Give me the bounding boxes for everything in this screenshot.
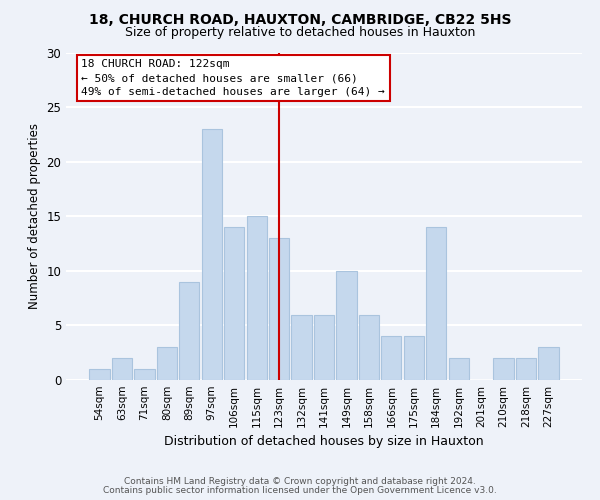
Text: 18 CHURCH ROAD: 122sqm
← 50% of detached houses are smaller (66)
49% of semi-det: 18 CHURCH ROAD: 122sqm ← 50% of detached… [82,59,385,97]
Bar [292,314,311,380]
Bar [359,314,379,380]
Text: Contains public sector information licensed under the Open Government Licence v3: Contains public sector information licen… [103,486,497,495]
Bar [179,282,199,380]
X-axis label: Distribution of detached houses by size in Hauxton: Distribution of detached houses by size … [164,436,484,448]
Bar [381,336,401,380]
Text: Size of property relative to detached houses in Hauxton: Size of property relative to detached ho… [125,26,475,39]
Bar [157,347,177,380]
Bar [224,227,244,380]
Bar [134,369,155,380]
Bar [538,347,559,380]
Bar [314,314,334,380]
Bar [89,369,110,380]
Bar [516,358,536,380]
Bar [337,271,356,380]
Y-axis label: Number of detached properties: Number of detached properties [28,123,41,309]
Bar [404,336,424,380]
Bar [493,358,514,380]
Bar [202,129,222,380]
Text: 18, CHURCH ROAD, HAUXTON, CAMBRIDGE, CB22 5HS: 18, CHURCH ROAD, HAUXTON, CAMBRIDGE, CB2… [89,12,511,26]
Bar [269,238,289,380]
Bar [449,358,469,380]
Bar [112,358,132,380]
Text: Contains HM Land Registry data © Crown copyright and database right 2024.: Contains HM Land Registry data © Crown c… [124,477,476,486]
Bar [426,227,446,380]
Bar [247,216,267,380]
